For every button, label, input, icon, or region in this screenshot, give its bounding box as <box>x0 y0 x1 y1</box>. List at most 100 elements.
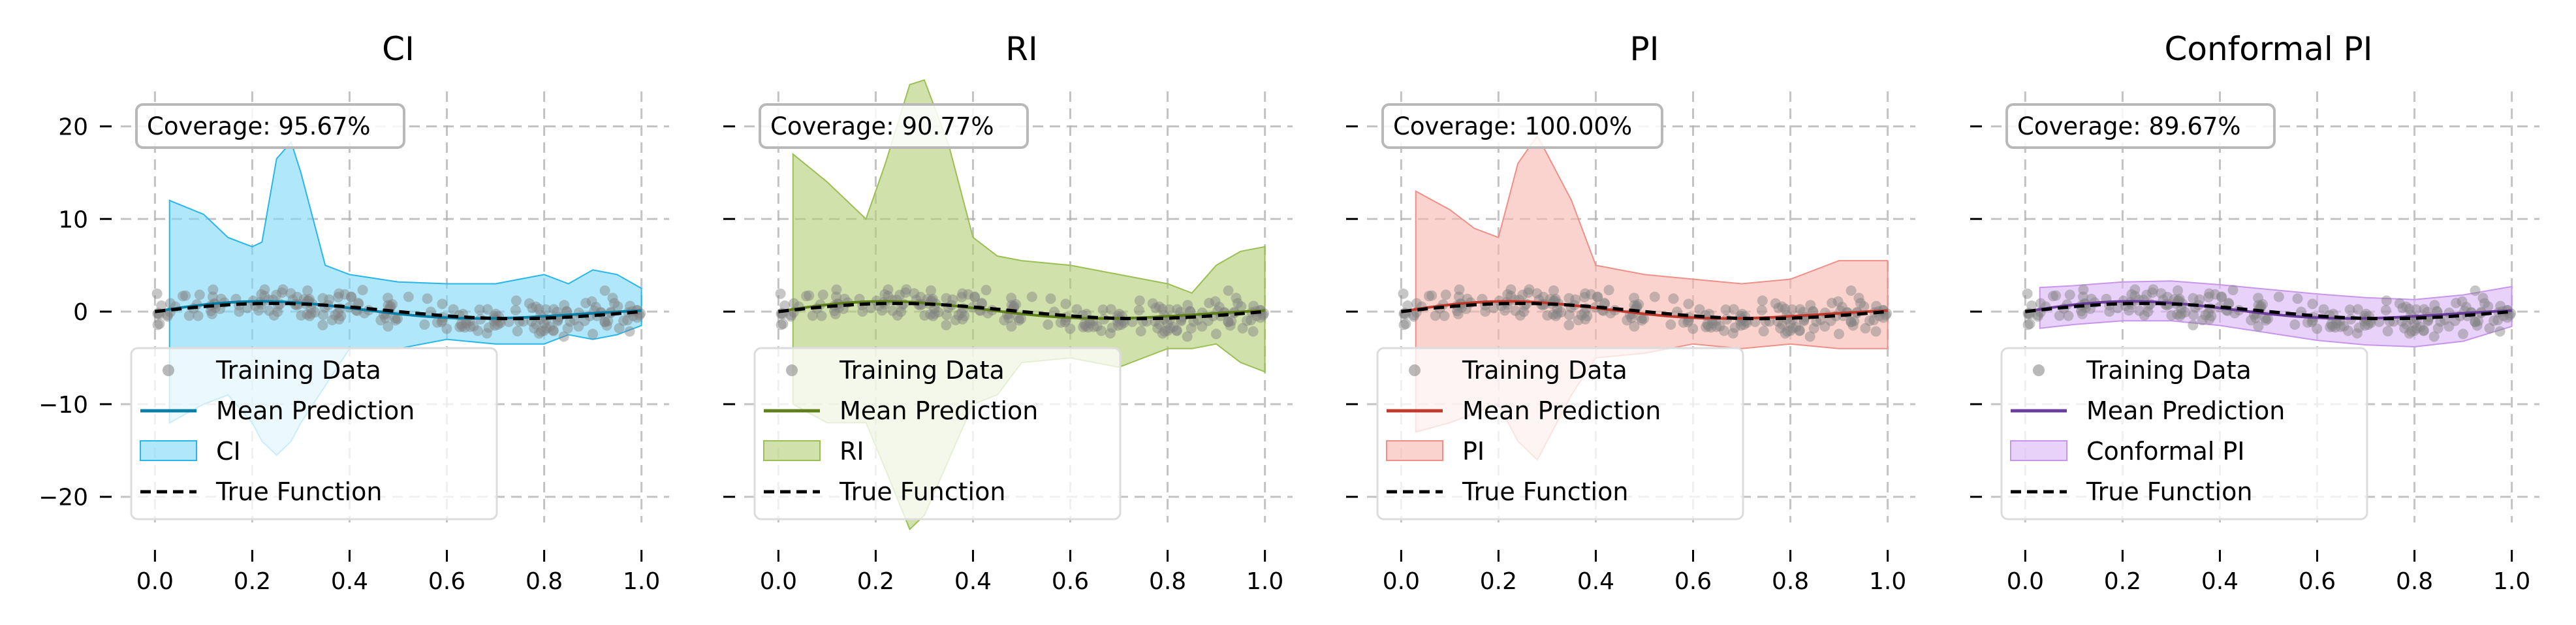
training-point <box>437 298 448 310</box>
training-point <box>1515 310 1526 321</box>
training-point <box>929 308 940 319</box>
training-point <box>1182 331 1193 342</box>
training-point <box>1756 305 1767 315</box>
legend-label: True Function <box>839 477 1005 506</box>
legend: Training Data Mean Prediction PI True Funct… <box>1376 347 1744 521</box>
training-point <box>1847 320 1859 331</box>
coverage-label: Coverage: 100.00% <box>1393 112 1632 140</box>
training-point <box>1706 322 1716 333</box>
legend-label: Training Data <box>839 356 1005 385</box>
training-point <box>1770 298 1781 309</box>
x-tick-label: 0.6 <box>2299 568 2336 595</box>
training-point <box>268 310 279 321</box>
training-point <box>2312 323 2323 334</box>
training-point <box>2156 288 2167 299</box>
training-point <box>1688 323 1699 334</box>
training-point <box>1400 318 1411 329</box>
training-point <box>1849 315 1860 327</box>
training-point <box>541 323 552 334</box>
training-point <box>1096 325 1107 336</box>
training-point <box>2418 325 2429 336</box>
training-point <box>1480 306 1491 317</box>
training-point <box>1720 304 1731 315</box>
training-point <box>612 301 623 312</box>
training-point <box>1197 321 1208 332</box>
training-point <box>2327 321 2338 332</box>
training-point <box>1133 305 1144 315</box>
training-point <box>482 304 493 315</box>
training-point <box>1787 304 1798 315</box>
training-point <box>2411 323 2423 334</box>
legend-label: Mean Prediction <box>840 396 1038 425</box>
training-point <box>2307 298 2318 310</box>
training-point <box>2166 310 2177 321</box>
legend-marker-band <box>140 440 197 461</box>
training-point <box>1071 304 1082 315</box>
legend-label: True Function <box>215 477 382 506</box>
legend-marker-training <box>2033 364 2045 376</box>
training-point <box>1518 306 1530 317</box>
training-point <box>2022 288 2033 299</box>
training-point <box>524 298 535 309</box>
training-point <box>1411 298 1422 309</box>
training-point <box>785 311 796 322</box>
training-point <box>2172 309 2183 320</box>
training-point <box>2104 306 2115 317</box>
training-point <box>1711 321 1722 332</box>
training-point <box>193 310 204 321</box>
training-point <box>1154 319 1165 330</box>
training-point <box>1092 321 1103 332</box>
training-point <box>957 288 968 299</box>
training-point <box>1011 299 1022 310</box>
training-point <box>178 291 188 302</box>
training-point <box>1639 313 1649 324</box>
training-point <box>588 329 598 340</box>
training-point <box>494 311 505 322</box>
training-point <box>2260 313 2271 324</box>
training-point <box>2457 296 2468 307</box>
training-point <box>1603 285 1614 296</box>
training-point <box>622 315 633 326</box>
training-point <box>1599 297 1610 308</box>
training-point <box>1402 300 1413 311</box>
training-point <box>1702 319 1713 330</box>
training-point <box>579 315 590 327</box>
training-point <box>318 310 328 321</box>
training-point <box>2289 319 2301 330</box>
training-point <box>2176 303 2187 314</box>
training-point <box>2203 308 2214 319</box>
training-point <box>1045 293 1056 304</box>
training-point <box>2428 331 2440 342</box>
training-point <box>1563 293 1575 304</box>
training-point <box>2253 321 2264 332</box>
training-point <box>1626 312 1637 323</box>
panel-1: CI 20 10 0 −10 −20 0.0 0.2 0.4 0.6 0.8 1.0 Coverage:… <box>39 30 669 595</box>
training-point <box>346 291 356 302</box>
training-point <box>590 302 601 313</box>
training-point <box>468 321 479 332</box>
training-point <box>2495 300 2506 312</box>
training-point <box>1204 298 1215 308</box>
training-point <box>1846 317 1857 327</box>
training-point <box>1003 312 1014 323</box>
training-point <box>1683 298 1694 310</box>
training-point <box>1065 323 1076 334</box>
x-tick-label: 0.8 <box>2396 568 2433 595</box>
training-point <box>1777 319 1788 330</box>
training-point <box>959 311 970 321</box>
training-point <box>1776 301 1787 312</box>
training-point <box>1112 320 1123 331</box>
training-point <box>1226 315 1237 327</box>
training-point <box>533 304 544 315</box>
training-point <box>779 300 791 311</box>
training-point <box>1859 301 1870 312</box>
training-point <box>1510 305 1521 316</box>
training-point <box>1505 291 1516 302</box>
training-point <box>2255 300 2267 312</box>
training-point <box>2139 310 2150 321</box>
training-point <box>1570 294 1581 305</box>
training-point <box>1782 326 1793 337</box>
training-point <box>1727 328 1738 339</box>
training-point <box>2077 308 2088 319</box>
training-point <box>2050 290 2062 301</box>
